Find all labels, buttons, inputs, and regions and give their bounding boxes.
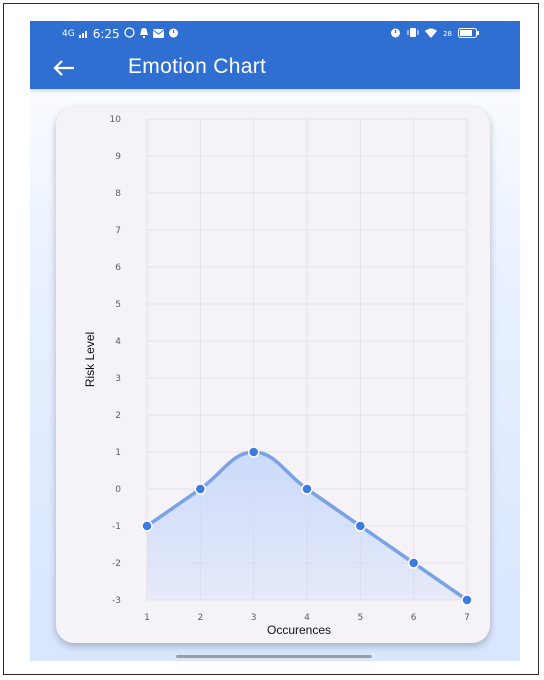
wifi-icon bbox=[425, 28, 438, 41]
back-button[interactable] bbox=[48, 53, 80, 83]
battery-icon bbox=[458, 27, 480, 41]
data-point bbox=[301, 483, 313, 495]
x-tick-label: 5 bbox=[357, 613, 363, 623]
x-tick-label: 7 bbox=[464, 613, 470, 623]
data-point bbox=[354, 520, 367, 532]
app-bar: Emotion Chart bbox=[30, 47, 520, 89]
x-axis-label: Occurences bbox=[267, 623, 331, 637]
network-label: 4G bbox=[62, 29, 75, 39]
data-point bbox=[141, 520, 153, 532]
y-axis-label: Risk Level bbox=[83, 332, 97, 387]
data-point bbox=[407, 557, 420, 569]
y-tick-label: 9 bbox=[115, 152, 121, 162]
back-arrow-icon bbox=[53, 60, 74, 76]
y-tick-label: 2 bbox=[115, 411, 121, 421]
mail-icon bbox=[152, 27, 164, 41]
y-tick-label: 0 bbox=[115, 485, 121, 495]
x-tick-label: 1 bbox=[144, 613, 150, 623]
y-tick-label: 10 bbox=[110, 115, 122, 125]
y-tick-label: -3 bbox=[112, 596, 121, 606]
whatsapp-icon bbox=[124, 27, 135, 41]
y-tick-label: 6 bbox=[115, 263, 121, 273]
screenshot-frame: 4G 6:25 bbox=[3, 3, 539, 675]
x-tick-label: 2 bbox=[197, 613, 203, 623]
status-right-text: 28 bbox=[443, 30, 452, 38]
y-tick-label: 4 bbox=[115, 337, 121, 347]
alarm-app-icon bbox=[168, 27, 179, 41]
phone-screen: 4G 6:25 bbox=[30, 21, 520, 661]
x-tick-label: 4 bbox=[304, 613, 310, 623]
area-fill bbox=[147, 452, 467, 600]
y-tick-label: 1 bbox=[115, 448, 121, 458]
y-tick-label: 8 bbox=[115, 189, 121, 199]
y-tick-label: 7 bbox=[115, 226, 121, 236]
y-tick-label: 5 bbox=[115, 300, 121, 310]
chart-card: 10 9 8 7 6 5 4 3 2 1 0 -1 -2 -3 1 2 3 4 5 6 7 Occurences Risk … bbox=[56, 107, 490, 643]
status-time: 6:25 bbox=[92, 27, 120, 41]
page-title: Emotion Chart bbox=[128, 55, 267, 78]
notification-bell-icon bbox=[139, 27, 149, 41]
data-point bbox=[461, 594, 473, 606]
alarm-icon bbox=[390, 27, 401, 41]
y-tick-label: -2 bbox=[112, 559, 121, 569]
status-bar: 4G 6:25 bbox=[30, 21, 520, 47]
status-right: 28 bbox=[390, 27, 480, 41]
status-left: 4G 6:25 bbox=[62, 27, 179, 41]
y-tick-label: 3 bbox=[115, 374, 121, 384]
gesture-nav-handle[interactable] bbox=[176, 655, 372, 658]
y-tick-label: -1 bbox=[112, 522, 121, 532]
signal-icon bbox=[78, 27, 89, 41]
vibrate-icon bbox=[407, 27, 419, 41]
data-point bbox=[247, 446, 260, 458]
data-point bbox=[194, 483, 207, 495]
x-tick-label: 6 bbox=[411, 613, 417, 623]
x-tick-label: 3 bbox=[251, 613, 257, 623]
